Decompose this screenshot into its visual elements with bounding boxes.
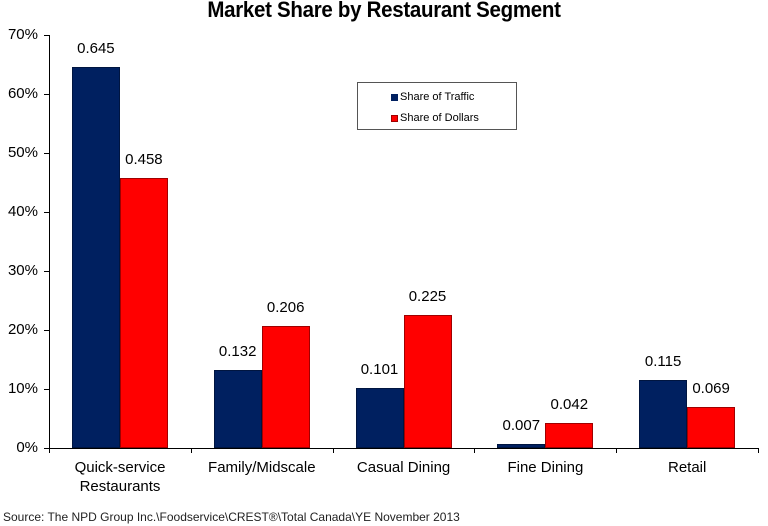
x-category-label-line: Family/Midscale (208, 459, 316, 476)
y-tick (44, 330, 49, 331)
y-tick-label: 50% (7, 144, 38, 161)
y-tick-label: 20% (7, 321, 38, 338)
x-axis (49, 448, 758, 449)
y-tick-label: 0% (16, 439, 38, 456)
chart-title: Market Share by Restaurant Segment (207, 0, 561, 22)
data-label: 0.645 (77, 40, 115, 58)
legend-label-dollars: Share of Dollars (400, 112, 479, 124)
x-category-label-line: Fine Dining (507, 459, 584, 476)
x-category-label-line: Retail (668, 459, 707, 476)
data-label: 0.458 (125, 150, 163, 168)
bar-dollars (403, 315, 452, 448)
y-tick-label: 70% (7, 26, 38, 43)
data-label: 0.206 (266, 299, 305, 317)
bar-traffic (213, 370, 262, 448)
y-tick (44, 271, 49, 272)
bar-dollars (687, 407, 736, 448)
x-category-label-line: Casual Dining (356, 459, 451, 476)
x-tick (616, 448, 618, 453)
bar-traffic (497, 443, 546, 448)
y-tick (44, 94, 49, 95)
x-tick (190, 448, 192, 453)
x-category-label: Quick-service Restaurants (49, 458, 191, 496)
data-label: 0.101 (360, 361, 399, 379)
legend-item-traffic: Share of Traffic (391, 91, 474, 103)
bar-traffic (71, 67, 120, 448)
x-category-label: Family/Midscale (191, 458, 333, 477)
data-label: 0.007 (502, 416, 541, 434)
y-tick-label: 10% (7, 380, 38, 397)
data-label: 0.225 (408, 288, 447, 306)
data-label: 0.132 (218, 343, 257, 361)
y-tick-label: 40% (7, 203, 38, 220)
bar-traffic (355, 388, 404, 448)
y-tick (44, 448, 49, 449)
legend: Share of Traffic Share of Dollars (357, 82, 517, 130)
x-tick (758, 448, 759, 453)
x-tick (49, 448, 50, 453)
y-tick (44, 389, 49, 390)
data-label: 0.042 (550, 396, 589, 414)
data-label: 0.115 (644, 353, 682, 371)
bar-traffic (639, 380, 688, 448)
source-note: Source: The NPD Group Inc.\Foodservice\C… (3, 510, 460, 524)
x-category-label-line: Restaurants (79, 478, 161, 495)
x-tick (332, 448, 334, 453)
bar-dollars (545, 423, 594, 448)
legend-swatch-dollars (391, 114, 398, 122)
legend-label-traffic: Share of Traffic (400, 91, 475, 103)
x-category-label: Retail (616, 458, 758, 477)
y-tick-label: 60% (7, 85, 38, 102)
y-tick (44, 212, 49, 213)
y-tick (44, 35, 49, 36)
y-axis (49, 35, 50, 449)
bar-dollars (261, 326, 310, 448)
x-category-label: Fine Dining (474, 458, 616, 477)
y-tick (44, 153, 49, 154)
bar-dollars (119, 177, 168, 448)
legend-item-dollars: Share of Dollars (391, 112, 479, 124)
y-tick-label: 30% (7, 262, 38, 279)
x-tick (474, 448, 476, 453)
x-category-label-line: Quick-service (74, 459, 166, 476)
data-label: 0.069 (692, 380, 730, 398)
legend-swatch-traffic (391, 93, 398, 101)
x-category-label: Casual Dining (333, 458, 475, 477)
